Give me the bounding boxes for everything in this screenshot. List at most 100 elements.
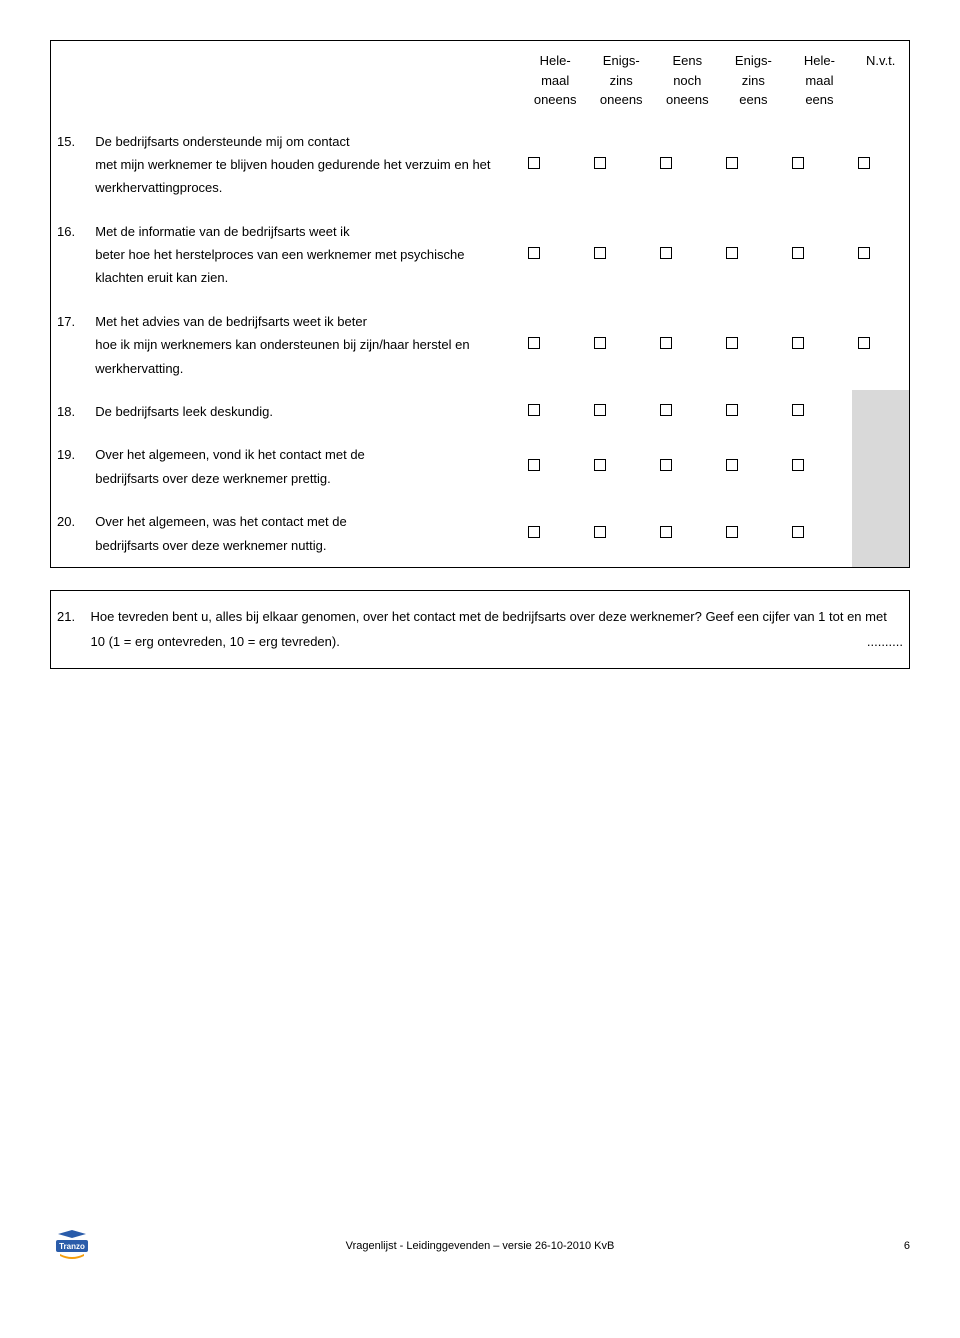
nvt-disabled [852,390,909,433]
likert-option[interactable] [588,500,654,567]
likert-option[interactable] [654,390,720,433]
likert-option[interactable] [522,120,588,210]
open-question-table: 21. Hoe tevreden bent u, alles bij elkaa… [50,590,910,669]
likert-option[interactable] [654,500,720,567]
checkbox-icon [528,404,540,416]
likert-option[interactable] [720,120,786,210]
likert-option[interactable] [720,390,786,433]
checkbox-icon [792,337,804,349]
checkbox-icon [726,404,738,416]
question-row: 19.Over het algemeen, vond ik het contac… [51,433,910,500]
checkbox-icon [528,247,540,259]
q21-text: Hoe tevreden bent u, alles bij elkaar ge… [91,609,887,649]
likert-option[interactable] [786,500,852,567]
likert-option[interactable] [720,300,786,390]
question-row: 15.De bedrijfsarts ondersteunde mij om c… [51,120,910,210]
likert-option[interactable] [588,390,654,433]
page-footer: Tranzo Vragenlijst - Leidinggevenden – v… [50,1230,910,1262]
likert-option[interactable] [522,210,588,300]
checkbox-icon [792,526,804,538]
nvt-option[interactable] [852,300,909,390]
likert-option[interactable] [786,433,852,500]
checkbox-icon [792,247,804,259]
col-header-1: Hele- maal oneens [522,41,588,120]
col-header-2: Enigs- zins oneens [588,41,654,120]
likert-option[interactable] [720,500,786,567]
checkbox-icon [660,459,672,471]
checkbox-icon [792,459,804,471]
checkbox-icon [726,337,738,349]
footer-text: Vragenlijst - Leidinggevenden – versie 2… [50,1240,910,1252]
checkbox-icon [660,157,672,169]
likert-option[interactable] [654,300,720,390]
question-text: Met de informatie van de bedrijfsarts we… [89,210,522,300]
checkbox-icon [726,459,738,471]
likert-option[interactable] [720,210,786,300]
likert-option[interactable] [654,210,720,300]
question-row: 18.De bedrijfsarts leek deskundig. [51,390,910,433]
checkbox-icon [792,157,804,169]
nvt-disabled [852,433,909,500]
checkbox-icon [660,526,672,538]
question-row: 20.Over het algemeen, was het contact me… [51,500,910,567]
checkbox-icon [528,337,540,349]
q21-answer-dots[interactable]: .......... [867,630,903,655]
nvt-option[interactable] [852,210,909,300]
checkbox-icon [726,247,738,259]
question-text: Over het algemeen, vond ik het contact m… [89,433,522,500]
checkbox-icon [660,247,672,259]
question-number: 15. [51,120,90,210]
likert-option[interactable] [654,120,720,210]
question-text: Over het algemeen, was het contact met d… [89,500,522,567]
checkbox-icon [528,526,540,538]
likert-option[interactable] [786,300,852,390]
checkbox-icon [726,526,738,538]
col-header-5: Hele- maal eens [786,41,852,120]
likert-table: Hele- maal oneens Enigs- zins oneens Een… [50,40,910,568]
checkbox-icon [528,157,540,169]
col-header-4: Enigs- zins eens [720,41,786,120]
likert-option[interactable] [522,390,588,433]
likert-option[interactable] [786,210,852,300]
checkbox-icon [594,404,606,416]
question-number: 20. [51,500,90,567]
question-row: 17.Met het advies van de bedrijfsarts we… [51,300,910,390]
likert-option[interactable] [588,210,654,300]
q21-text-cell: Hoe tevreden bent u, alles bij elkaar ge… [85,590,910,668]
question-number: 18. [51,390,90,433]
question-number: 16. [51,210,90,300]
q21-row: 21. Hoe tevreden bent u, alles bij elkaa… [51,590,910,668]
likert-option[interactable] [720,433,786,500]
header-row: Hele- maal oneens Enigs- zins oneens Een… [51,41,910,120]
checkbox-icon [660,337,672,349]
question-text: Met het advies van de bedrijfsarts weet … [89,300,522,390]
checkbox-icon [594,526,606,538]
question-number: 17. [51,300,90,390]
nvt-option[interactable] [852,120,909,210]
col-header-nvt: N.v.t. [852,41,909,120]
likert-option[interactable] [522,433,588,500]
nvt-disabled [852,500,909,567]
checkbox-icon [726,157,738,169]
checkbox-icon [594,337,606,349]
col-header-3: Eens noch oneens [654,41,720,120]
likert-option[interactable] [786,390,852,433]
likert-option[interactable] [522,500,588,567]
checkbox-icon [528,459,540,471]
likert-option[interactable] [588,120,654,210]
q21-number: 21. [51,590,85,668]
question-number: 19. [51,433,90,500]
checkbox-icon [594,157,606,169]
checkbox-icon [594,459,606,471]
question-text: De bedrijfsarts ondersteunde mij om cont… [89,120,522,210]
checkbox-icon [660,404,672,416]
likert-option[interactable] [588,433,654,500]
checkbox-icon [858,247,870,259]
checkbox-icon [594,247,606,259]
likert-option[interactable] [588,300,654,390]
likert-option[interactable] [522,300,588,390]
question-text: De bedrijfsarts leek deskundig. [89,390,522,433]
likert-option[interactable] [786,120,852,210]
likert-option[interactable] [654,433,720,500]
question-row: 16.Met de informatie van de bedrijfsarts… [51,210,910,300]
